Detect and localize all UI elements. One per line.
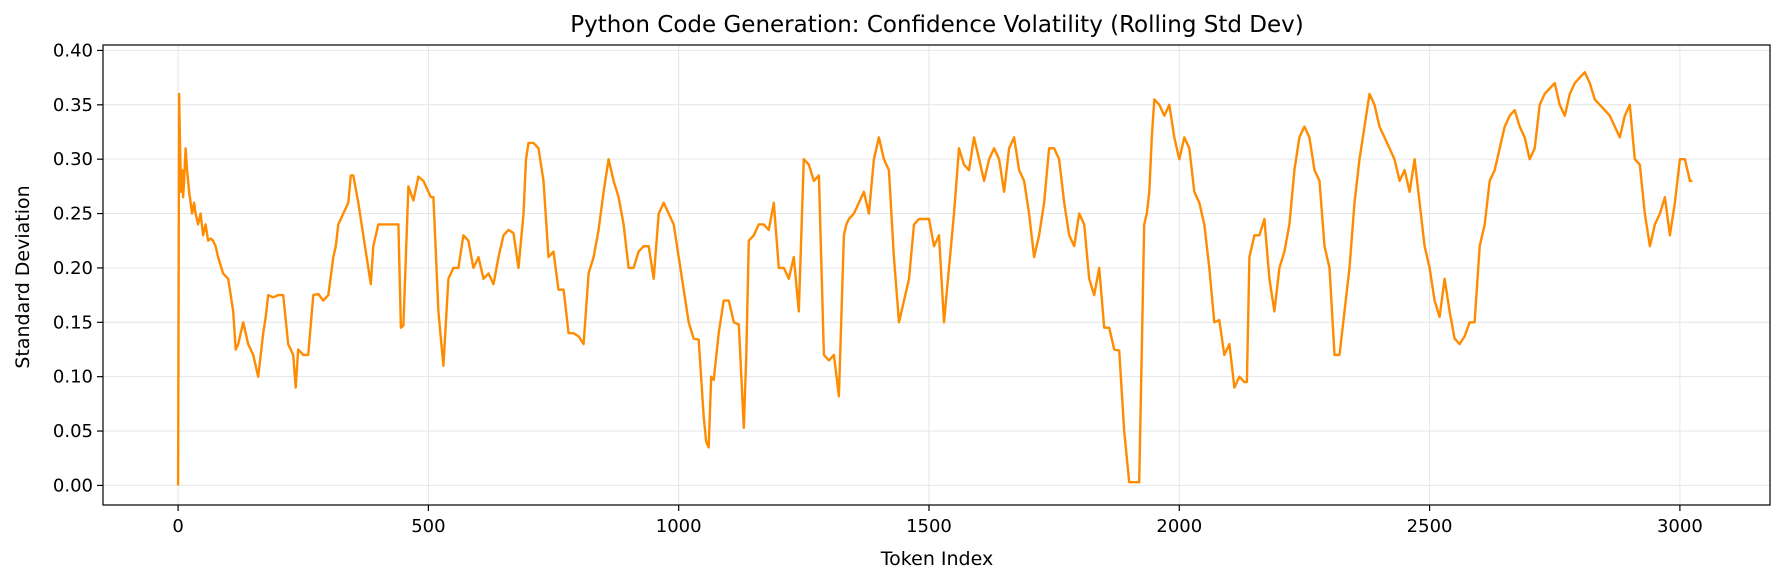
y-tick-label: 0.00 (53, 475, 93, 496)
y-tick-label: 0.25 (53, 204, 93, 225)
y-axis-label: Standard Deviation (12, 185, 34, 368)
y-tick-label: 0.15 (53, 312, 93, 333)
plot-area-frame (102, 44, 1771, 506)
chart-title: Python Code Generation: Confidence Volat… (570, 12, 1303, 38)
x-tick-label: 1000 (656, 516, 702, 537)
y-axis-ticks: 0.00 0.05 0.10 0.15 0.20 0.25 0.30 0.35 0.40 (53, 40, 103, 496)
x-tick-label: 3000 (1657, 516, 1703, 537)
y-tick-label: 0.20 (53, 258, 93, 279)
x-axis-label: Token Index (880, 548, 993, 570)
x-tick-label: 2500 (1407, 516, 1453, 537)
x-tick-label: 1500 (906, 516, 952, 537)
x-tick-label: 500 (411, 516, 445, 537)
x-tick-label: 0 (172, 516, 183, 537)
volatility-series-line (176, 71, 1693, 486)
y-tick-label: 0.10 (53, 367, 93, 388)
y-tick-label: 0.40 (53, 40, 93, 61)
gridlines (103, 45, 1770, 505)
y-tick-label: 0.35 (53, 95, 93, 116)
x-axis-ticks: 0 500 1000 1500 2000 2500 3000 (172, 505, 1703, 537)
y-tick-label: 0.05 (53, 421, 93, 442)
x-tick-label: 2000 (1156, 516, 1202, 537)
y-tick-label: 0.30 (53, 149, 93, 170)
